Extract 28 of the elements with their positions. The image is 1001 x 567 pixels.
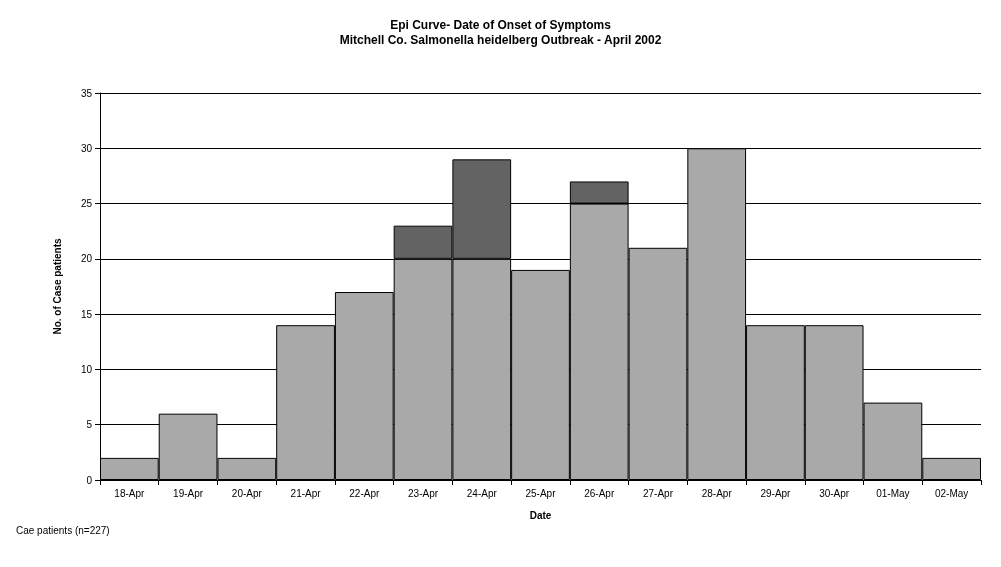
y-tick-label: 15	[80, 308, 93, 320]
x-tick-label: 19-Apr	[173, 487, 204, 499]
x-tick-label: 22-Apr	[349, 487, 380, 499]
y-tick-label: 35	[80, 87, 93, 99]
x-tick-label: 29-Apr	[760, 487, 792, 499]
x-tick-label: 26-Apr	[584, 487, 615, 499]
y-tick-label: 20	[80, 253, 93, 265]
x-tick-label: 18-Apr	[114, 487, 146, 499]
x-tick-label: 20-Apr	[231, 487, 263, 499]
x-tick-label: 23-Apr	[408, 487, 439, 499]
x-tick-label: 25-Apr	[525, 487, 557, 499]
text: Cae patients (n=227)	[16, 524, 110, 536]
y-tick-label: 5	[86, 419, 93, 431]
y-tick-label: 10	[80, 363, 93, 375]
y-tick-label: 30	[80, 142, 93, 154]
x-tick-label: 01-May	[876, 487, 910, 499]
x-tick-label: 24-Apr	[466, 487, 498, 499]
y-axis-title: No. of Case patients	[51, 238, 63, 335]
y-tick-label: 0	[86, 474, 93, 486]
x-tick-label: 28-Apr	[701, 487, 733, 499]
x-tick-label: 30-Apr	[819, 487, 850, 499]
chart-title: Epi Curve- Date of Onset of Symptoms	[390, 18, 612, 32]
x-tick-label: 27-Apr	[642, 487, 674, 499]
chart-subtitle: Mitchell Co. Salmonella heidelberg Outbreak - April 2002	[339, 33, 662, 47]
y-tick-label: 25	[80, 198, 93, 210]
x-axis-title: Date	[529, 509, 552, 521]
x-tick-label: 21-Apr	[290, 487, 322, 499]
x-tick-label: 02-May	[934, 487, 969, 499]
